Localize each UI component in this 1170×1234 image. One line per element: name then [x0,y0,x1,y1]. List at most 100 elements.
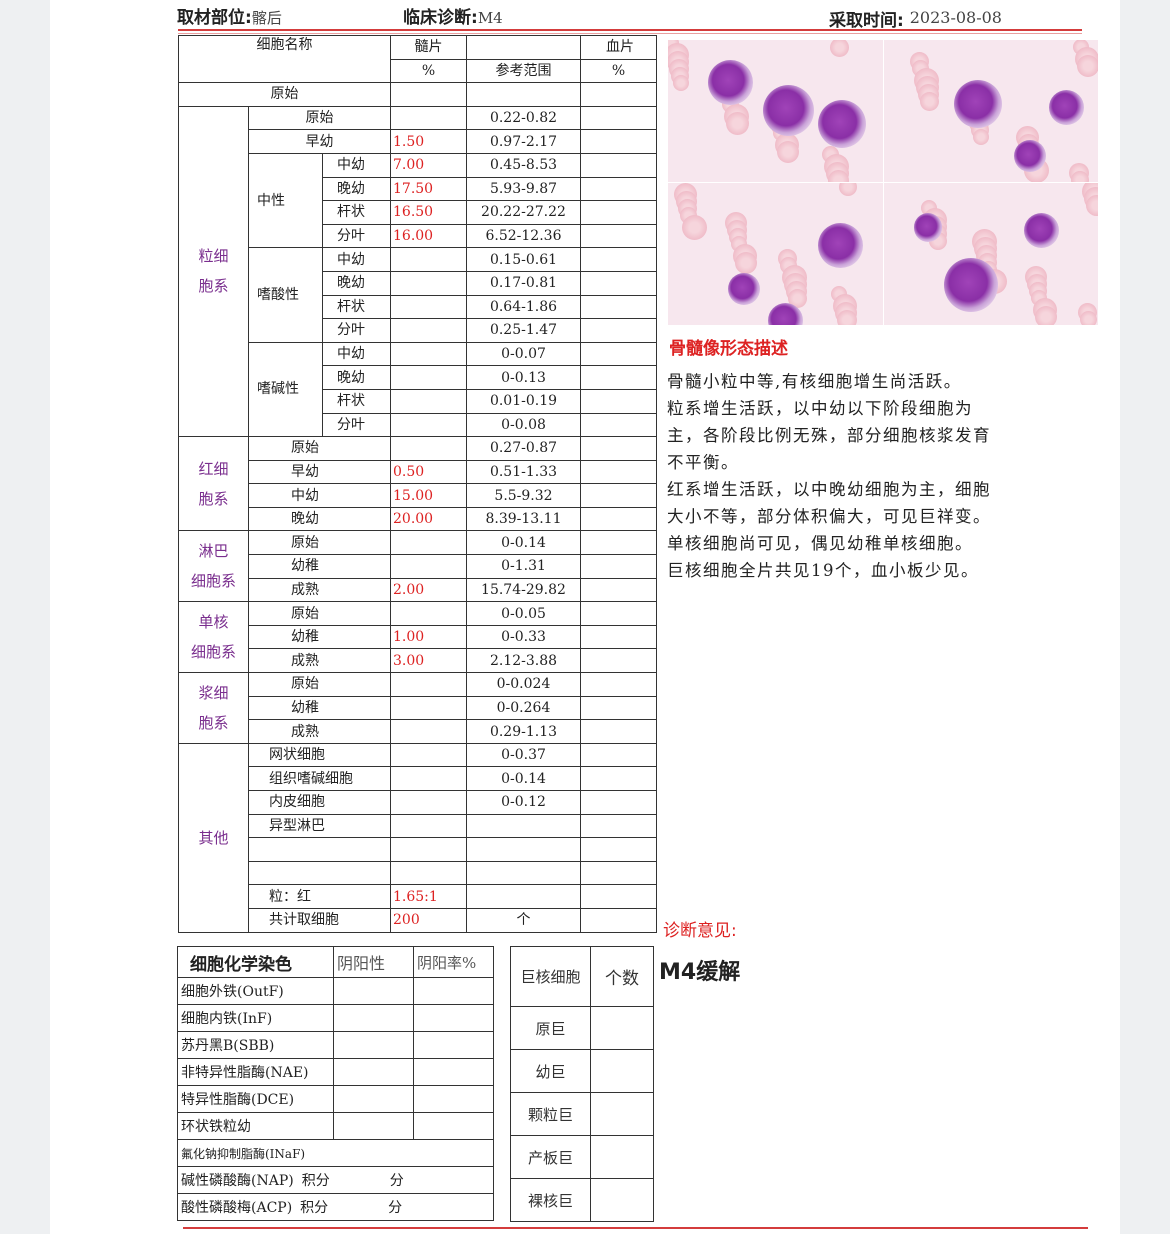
col-marrow-unit: % [390,58,467,84]
table-row: 浆细 胞系 原始 0-0.024 [178,672,657,744]
stain-result [333,1058,414,1086]
group-label: 粒细 胞系 [178,105,249,438]
cell-name: 晚幼 [322,365,391,390]
blood-value [580,530,657,556]
diagnosis-value: M4 [477,9,503,27]
blood-value [580,813,657,839]
marrow-value: 200 [390,907,467,933]
blood-value [580,837,657,862]
cell-name: 早幼 [248,129,391,154]
table-row: 成熟 3.00 2.12-3.88 [179,648,657,674]
marrow-value [390,388,467,414]
blood-value [580,577,657,603]
blood-value [580,719,657,744]
red-blood-cell [682,215,707,240]
morphology-description: 骨髓小粒中等,有核细胞增生尚活跃。 粒系增生活跃，以中幼以下阶段细胞为 主，各阶段比… [667,368,1067,584]
table-row: 酸性磷酸梅(ACP) 积分 分 [177,1193,494,1221]
cell-name: 杆状 [322,200,391,225]
table-row: 组织嗜碱细胞 0-0.14 [179,766,657,791]
cell-name: 组织嗜碱细胞 [248,766,391,791]
blood-value [580,648,657,674]
blood-value [580,270,657,296]
score-unit: 分 [389,1173,404,1189]
cell-name: 中幼 [322,341,391,367]
cell-name: 中幼 [322,152,391,178]
table-row: 粒：红 1.65:1 [179,884,657,909]
diagnosis-value: M4缓解 [659,960,741,985]
ref-range: 0-0.37 [466,742,581,768]
blood-value [580,152,657,178]
marrow-value: 17.50 [390,176,467,202]
ref-range: 0.15-0.61 [466,247,581,272]
blood-value [580,790,657,815]
marrow-value: 7.00 [390,152,467,178]
col-blood-unit: % [580,58,657,84]
ref-range: 0.29-1.13 [466,719,581,744]
marrow-value: 3.00 [390,648,467,674]
cell-name: 幼稚 [248,695,391,721]
white-blood-cell [728,273,760,305]
blood-value [580,176,657,202]
stain-rate [413,1031,494,1059]
ref-range: 0-0.33 [466,624,581,650]
date-value: 2023-08-08 [909,8,1002,27]
col-cell-name: 细胞名称 [178,34,391,84]
white-blood-cell [913,213,943,242]
marrow-value [390,742,467,768]
red-blood-cell [839,183,857,196]
table-row: 非特异性脂酶(NAE) [177,1058,494,1086]
blood-value [580,742,657,768]
ref-range: 20.22-27.22 [466,200,581,225]
cell-name: 幼稚 [248,554,391,579]
blood-value [580,672,657,697]
cell-name: 分叶 [322,318,391,343]
stain-rate [413,1112,494,1140]
red-blood-cell [828,170,849,182]
cell-name: 共计取细胞 [248,907,391,933]
ref-range: 0.27-0.87 [466,436,581,461]
cell-name: 成熟 [248,719,391,744]
table-row: 裸核巨 [510,1178,654,1222]
cell-name: 原始 [248,436,391,461]
table-row: 中幼 15.00 5.5-9.32 [179,483,657,508]
header-divider [178,29,1082,31]
description-line: 单核细胞尚可见，偶见幼稚单核细胞。 [667,534,973,553]
marrow-value: 1.65:1 [390,884,467,909]
score-unit: 分 [388,1200,403,1216]
table-row: 粒细 胞系 原始 0.22-0.82 [178,105,657,438]
micrograph-image [883,40,1098,182]
megakaryocyte-type: 裸核巨 [510,1178,591,1222]
col-count: 个数 [590,946,654,1007]
blood-value [580,554,657,579]
description-line: 不平衡。 [667,453,739,472]
ref-range: 0-0.264 [466,695,581,721]
table-row: 晚幼 0.17-0.81 [179,270,657,296]
blood-value [580,695,657,721]
date-field: 采取时间: 2023-08-08 [829,3,1002,31]
blood-value [580,483,657,508]
ref-range: 0-1.31 [466,554,581,579]
table-row: 细胞内铁(InF) [177,1004,494,1032]
group-label-line: 其他 [198,828,229,847]
ref-range [466,860,581,886]
score-row: 酸性磷酸梅(ACP) 积分 分 [177,1193,494,1221]
table-row: 成熟 0.29-1.13 [179,719,657,744]
table-row [179,837,657,862]
red-blood-cell [673,75,689,91]
stain-rate [413,1085,494,1113]
header-divider-thin [178,33,1082,34]
site-value: 髂后 [251,9,282,27]
table-row: 共计取细胞 200 个 [179,907,657,933]
marrow-value [390,790,467,815]
cell-name: 成熟 [248,577,391,603]
blood-value [580,907,657,933]
table-row: 细胞外铁(OutF) [177,977,494,1005]
description-line: 红系增生活跃，以中晚幼细胞为主，细胞 [667,480,991,499]
blood-value [580,247,657,272]
marrow-value [390,766,467,791]
table-row: 单核 细胞系 原始 0-0.05 [178,601,657,674]
white-blood-cell [818,100,866,148]
stain-name: 氟化钠抑制脂酶(INaF) [177,1139,494,1167]
score-label: 积分 [301,1173,330,1189]
blood-value [580,129,657,154]
